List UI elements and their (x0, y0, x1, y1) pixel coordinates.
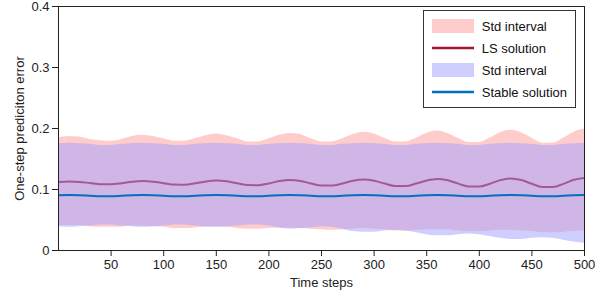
svg-text:One-step prediciton error: One-step prediciton error (12, 56, 27, 201)
svg-text:0: 0 (42, 243, 49, 258)
html-text:Std interval: Std interval (481, 62, 547, 78)
svg-text:500: 500 (574, 257, 596, 272)
svg-text:Time steps: Time steps (290, 275, 354, 290)
svg-text:100: 100 (153, 257, 175, 272)
svg-text:0.1: 0.1 (31, 182, 49, 197)
svg-text:200: 200 (258, 257, 280, 272)
svg-text:0.4: 0.4 (31, 0, 49, 14)
html-text:Stable solution: Stable solution (481, 84, 567, 100)
svg-text:300: 300 (363, 257, 385, 272)
svg-text:0.3: 0.3 (31, 60, 49, 75)
svg-text:50: 50 (104, 257, 118, 272)
svg-text:400: 400 (468, 257, 490, 272)
svg-text:450: 450 (521, 257, 543, 272)
svg-text:350: 350 (416, 257, 438, 272)
html-text:LS solution: LS solution (481, 40, 546, 56)
svg-text:0.2: 0.2 (31, 121, 49, 136)
svg-text:150: 150 (205, 257, 227, 272)
html-text:Std interval: Std interval (481, 18, 547, 34)
svg-text:250: 250 (311, 257, 333, 272)
